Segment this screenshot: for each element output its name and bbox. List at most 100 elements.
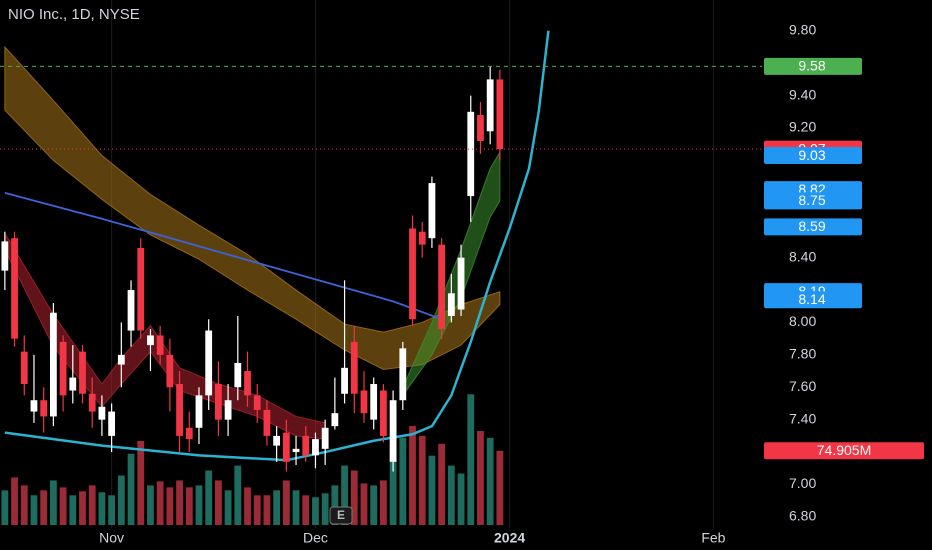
volume-bar — [156, 481, 164, 525]
price-tag-label: 8.14 — [798, 291, 825, 307]
volume-bar — [30, 495, 38, 525]
axis-layer: Nov Dec 2024 Feb 9.80 9.40 9.20 8.40 8.00 7.80 7.6… — [99, 21, 816, 545]
price-tag-label: 9.03 — [798, 147, 825, 163]
volume-bar — [79, 491, 86, 525]
candle-body — [108, 411, 116, 436]
candle-body — [428, 183, 436, 239]
volume-bar — [477, 430, 484, 525]
volume-bar — [69, 495, 77, 525]
volume-bar — [98, 492, 106, 525]
volume-bar — [321, 493, 329, 525]
volume-bar — [350, 470, 358, 525]
candle-body — [117, 354, 125, 365]
y-tick-label: 6.80 — [789, 508, 816, 524]
candle-body — [205, 330, 213, 396]
price-tag — [764, 57, 862, 75]
candle-body — [40, 400, 48, 417]
volume-bar — [59, 487, 67, 525]
candle-body — [244, 371, 251, 396]
volume-bar — [176, 480, 183, 525]
candle-layer — [1, 66, 504, 472]
candle-body — [360, 390, 368, 414]
volume-bar — [292, 490, 300, 525]
candle-body — [263, 409, 271, 436]
candle-body — [331, 413, 339, 427]
x-tick-label: Nov — [99, 530, 124, 546]
candle-body — [176, 384, 183, 436]
candle-body — [341, 367, 348, 394]
candle-body — [20, 351, 28, 385]
volume-bar — [137, 440, 145, 525]
candle-body — [253, 395, 261, 410]
volume-bar — [147, 485, 154, 525]
volume-bar — [370, 485, 378, 525]
price-tag-label: 9.58 — [798, 58, 825, 74]
candle-body — [147, 335, 154, 346]
candle-body — [350, 341, 358, 394]
volume-bar — [380, 480, 387, 525]
candle-body — [477, 115, 484, 141]
candle-body — [399, 348, 407, 401]
volume-bar — [282, 480, 290, 525]
earnings-badge — [329, 506, 353, 525]
candle-body — [302, 435, 310, 456]
volume-bar — [1, 490, 9, 525]
candle-body — [282, 432, 290, 462]
candle-body — [312, 439, 319, 456]
indicator-band — [4, 45, 501, 370]
candle-body — [49, 312, 57, 417]
volume-bar — [185, 487, 193, 525]
candle-body — [98, 406, 106, 420]
earnings-label: E — [337, 508, 345, 522]
volume-bar — [457, 473, 465, 525]
volume-bar — [302, 495, 310, 525]
x-tick-label: Feb — [701, 530, 725, 546]
chart-title: NIO Inc., 1D, NYSE — [8, 6, 140, 23]
volume-bar — [273, 490, 281, 525]
candle-body — [409, 228, 416, 320]
volume-bar — [11, 477, 18, 525]
volume-bar — [438, 443, 446, 525]
y-tick-label: 9.80 — [789, 21, 816, 37]
candle-body — [166, 354, 174, 388]
volume-bar — [467, 394, 475, 525]
candle-body — [447, 293, 455, 316]
candle-body — [457, 257, 465, 310]
y-tick-label: 7.00 — [789, 475, 816, 491]
y-tick-label: 7.80 — [789, 346, 816, 362]
volume-bar — [108, 495, 116, 525]
volume-bar — [447, 465, 455, 525]
volume-bar — [486, 437, 494, 525]
y-tick-label: 8.00 — [789, 313, 816, 329]
volume-bar — [205, 470, 213, 525]
candle-body — [30, 400, 38, 412]
volume-tag-label: 74.905M — [817, 442, 871, 458]
volume-bar — [331, 485, 339, 525]
candle-body — [496, 79, 504, 150]
y-tick-label: 7.60 — [789, 378, 816, 394]
candle-body — [273, 435, 281, 446]
price-tag-label: 8.75 — [798, 192, 825, 208]
x-tick-label: 2024 — [494, 530, 525, 546]
candle-body — [69, 377, 77, 391]
candle-body — [486, 79, 494, 132]
y-tick-label: 9.20 — [789, 119, 816, 135]
candle-body — [59, 341, 67, 396]
candle-body — [79, 351, 86, 394]
volume-bar — [214, 480, 222, 525]
volume-bar — [88, 485, 96, 525]
candle-body — [214, 384, 222, 420]
candle-body — [438, 244, 446, 329]
candle-body — [321, 427, 329, 449]
volume-bar — [127, 453, 135, 525]
candle-body — [127, 290, 135, 331]
volume-bar — [428, 455, 436, 525]
volume-bar — [399, 437, 407, 525]
volume-bar — [166, 487, 174, 525]
volume-bar — [117, 475, 125, 525]
volume-bar — [312, 497, 319, 525]
volume-bar — [40, 490, 48, 525]
volume-bar — [418, 435, 426, 525]
